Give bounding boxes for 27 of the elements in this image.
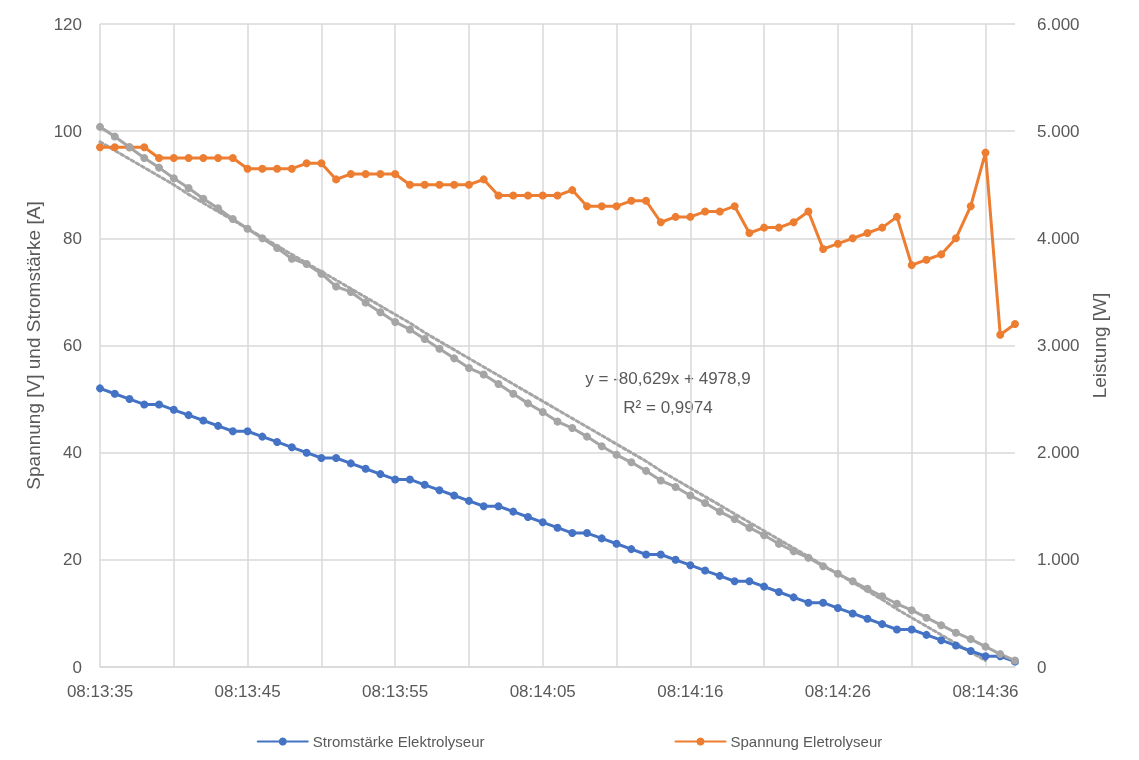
y-tick-label: 80 (63, 228, 82, 248)
x-tick-label: 08:14:16 (657, 682, 724, 701)
x-tick-label: 08:13:55 (362, 682, 429, 701)
x-tick-label: 08:14:26 (804, 682, 871, 701)
y2-tick-label: 3.000 (1037, 336, 1080, 355)
x-tick-label: 08:13:45 (214, 682, 281, 701)
y2-axis-title: Leistung [W] (1089, 292, 1111, 399)
y-axis-title: Spannung [V] und Stromstärke [A] (22, 201, 44, 490)
legend-label: Spannung Eletrolyseur (730, 733, 883, 750)
y2-tick-label: 1.000 (1037, 550, 1080, 570)
legend-label: Stromstärke Elektrolyseur (312, 733, 485, 750)
y-tick-label: 0 (72, 657, 82, 677)
y2-tick-label: 6.000 (1037, 14, 1080, 34)
y2-tick-label: 2.000 (1037, 443, 1080, 463)
y-tick-label: 120 (53, 14, 82, 34)
x-tick-label: 08:13:35 (66, 682, 134, 701)
annotation: y = -80,629x + 4978,9 (585, 368, 751, 388)
x-tick-label: 08:14:36 (952, 682, 1019, 701)
y-tick-label: 60 (63, 336, 82, 355)
y-tick-label: 100 (53, 121, 82, 141)
y-tick-label: 20 (63, 550, 82, 570)
y2-tick-label: 5.000 (1037, 121, 1080, 141)
x-tick-label: 08:14:05 (509, 682, 576, 701)
annotation: R² = 0,9974 (623, 397, 713, 417)
y2-tick-label: 0 (1037, 657, 1047, 677)
y-tick-label: 40 (63, 443, 82, 463)
y2-tick-label: 4.000 (1037, 228, 1080, 248)
